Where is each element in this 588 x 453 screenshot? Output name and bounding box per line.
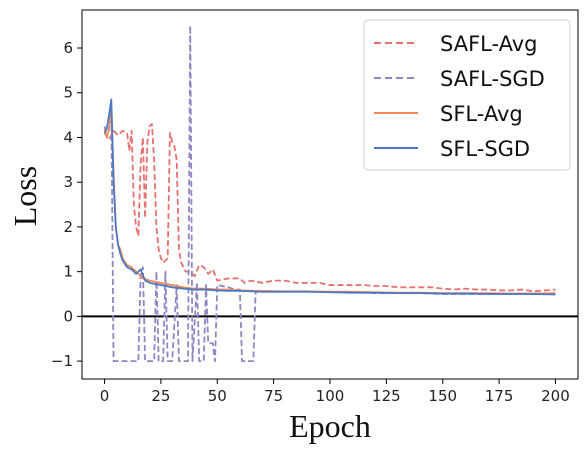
legend-label-safl-avg: SAFL-Avg bbox=[440, 32, 538, 56]
x-tick-label: 200 bbox=[541, 387, 570, 405]
legend-box bbox=[363, 19, 571, 171]
legend-label-sfl-avg: SFL-Avg bbox=[440, 102, 523, 126]
legend-label-safl-sgd: SAFL-SGD bbox=[440, 67, 545, 91]
x-axis-label: Epoch bbox=[289, 408, 371, 444]
x-tick-label: 50 bbox=[208, 387, 227, 405]
x-tick-label: 125 bbox=[372, 387, 401, 405]
ticks-layer: 0 25 50 75 100 125 150 175 200 −1 0 1 2 3 4 5 6 bbox=[51, 39, 570, 405]
legend-label-sfl-sgd: SFL-SGD bbox=[440, 137, 530, 161]
y-tick-label: 6 bbox=[63, 39, 73, 57]
series-line-safl-avg bbox=[103, 123, 556, 293]
x-tick-label: 0 bbox=[100, 387, 110, 405]
y-axis-label: Loss bbox=[7, 166, 43, 226]
y-tick-label: 1 bbox=[63, 263, 73, 281]
plot-frame bbox=[81, 9, 579, 380]
series-line-sfl-sgd bbox=[103, 98, 556, 296]
series-layer bbox=[103, 24, 556, 363]
y-tick-label: 5 bbox=[63, 84, 73, 102]
y-tick-label: 4 bbox=[63, 128, 73, 146]
y-tick-label: 2 bbox=[63, 218, 73, 236]
x-tick-label: 150 bbox=[428, 387, 457, 405]
y-tick-label: −1 bbox=[51, 352, 73, 370]
y-tick-label: 0 bbox=[63, 307, 73, 325]
x-tick-label: 25 bbox=[151, 387, 170, 405]
x-tick-label: 175 bbox=[485, 387, 514, 405]
x-tick-label: 100 bbox=[316, 387, 345, 405]
legend: SAFL-Avg SAFL-SGD SFL-Avg SFL-SGD bbox=[363, 19, 571, 171]
x-tick-label: 75 bbox=[264, 387, 283, 405]
y-tick-label: 3 bbox=[63, 173, 73, 191]
legend-items: SAFL-Avg SAFL-SGD SFL-Avg SFL-SGD bbox=[374, 32, 545, 161]
